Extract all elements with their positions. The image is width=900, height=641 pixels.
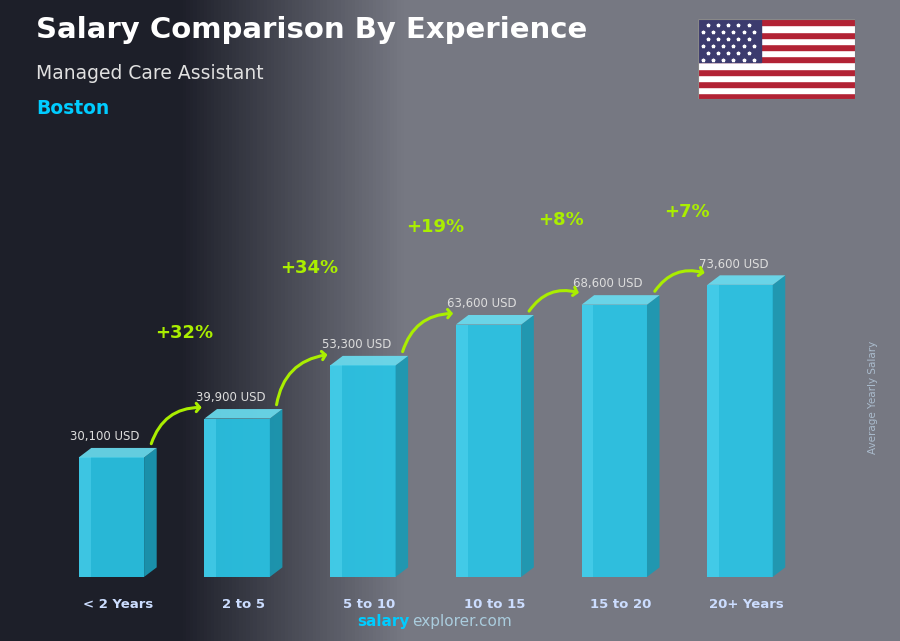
Text: 63,600 USD: 63,600 USD [447, 297, 518, 310]
Text: 53,300 USD: 53,300 USD [322, 338, 392, 351]
Polygon shape [707, 276, 786, 285]
Polygon shape [581, 304, 593, 577]
Polygon shape [204, 419, 270, 577]
Bar [698, 19, 855, 26]
Polygon shape [521, 315, 534, 577]
Bar [698, 75, 855, 81]
Text: 15 to 20: 15 to 20 [590, 597, 652, 610]
Bar [698, 26, 855, 31]
Text: 20+ Years: 20+ Years [709, 597, 784, 610]
Text: 73,600 USD: 73,600 USD [699, 258, 769, 271]
Polygon shape [581, 295, 660, 304]
Text: 30,100 USD: 30,100 USD [70, 430, 140, 443]
Bar [698, 50, 855, 56]
Polygon shape [773, 276, 786, 577]
Text: +19%: +19% [406, 218, 464, 236]
Polygon shape [647, 295, 660, 577]
Text: Managed Care Assistant: Managed Care Assistant [36, 64, 264, 83]
Polygon shape [581, 304, 647, 577]
Bar [698, 19, 760, 62]
Polygon shape [144, 448, 157, 577]
Polygon shape [707, 285, 773, 577]
Text: < 2 Years: < 2 Years [83, 597, 153, 610]
Text: Average Yearly Salary: Average Yearly Salary [868, 341, 878, 454]
Polygon shape [330, 365, 342, 577]
Text: 5 to 10: 5 to 10 [343, 597, 395, 610]
Text: explorer.com: explorer.com [412, 615, 512, 629]
Bar [698, 62, 855, 69]
Text: 39,900 USD: 39,900 USD [196, 391, 266, 404]
Text: +7%: +7% [664, 203, 709, 221]
Polygon shape [456, 315, 534, 324]
Bar [698, 38, 855, 44]
Bar [698, 87, 855, 93]
Polygon shape [456, 324, 468, 577]
Bar [698, 93, 855, 99]
Polygon shape [395, 356, 408, 577]
Bar [698, 31, 855, 38]
Text: 68,600 USD: 68,600 USD [573, 278, 643, 290]
Text: salary: salary [357, 615, 410, 629]
Bar [698, 81, 855, 87]
Text: 10 to 15: 10 to 15 [464, 597, 526, 610]
Polygon shape [78, 458, 144, 577]
Polygon shape [270, 409, 283, 577]
Text: Salary Comparison By Experience: Salary Comparison By Experience [36, 16, 587, 44]
Polygon shape [78, 458, 91, 577]
Text: +8%: +8% [538, 210, 584, 228]
Polygon shape [204, 419, 216, 577]
Polygon shape [330, 356, 408, 365]
Polygon shape [456, 324, 521, 577]
Bar [698, 44, 855, 50]
Polygon shape [78, 448, 157, 458]
Bar [698, 56, 855, 62]
Text: +34%: +34% [281, 258, 338, 276]
Polygon shape [707, 285, 719, 577]
Text: Boston: Boston [36, 99, 109, 119]
Text: 2 to 5: 2 to 5 [222, 597, 265, 610]
Text: +32%: +32% [155, 324, 212, 342]
Polygon shape [330, 365, 395, 577]
Polygon shape [204, 409, 283, 419]
Bar [698, 69, 855, 75]
